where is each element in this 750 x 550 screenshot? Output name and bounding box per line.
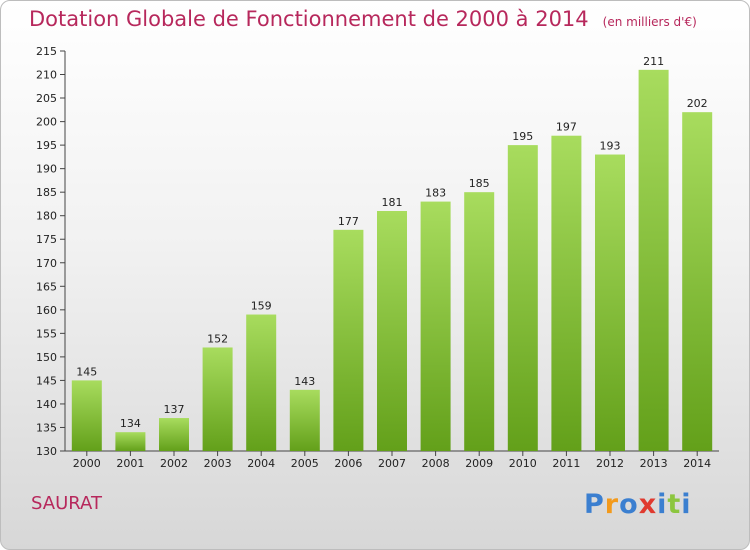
bar-2002	[159, 418, 189, 451]
value-label-2010: 195	[512, 130, 533, 143]
y-tick-label: 130	[36, 445, 57, 458]
y-tick-label: 210	[36, 69, 57, 82]
value-label-2009: 185	[469, 177, 490, 190]
value-label-2004: 159	[251, 300, 272, 313]
y-tick-label: 215	[36, 45, 57, 58]
y-tick-label: 190	[36, 163, 57, 176]
value-label-2013: 211	[643, 55, 664, 68]
y-tick-label: 150	[36, 351, 57, 364]
bar-2001	[115, 432, 146, 451]
x-tick-label: 2007	[378, 457, 406, 470]
value-label-2002: 137	[164, 403, 185, 416]
logo-letter: r	[604, 489, 620, 520]
y-tick-label: 135	[36, 421, 57, 434]
x-tick-label: 2006	[334, 457, 362, 470]
x-tick-label: 2002	[160, 457, 188, 470]
bar-2011	[551, 135, 582, 452]
value-label-2012: 193	[600, 140, 621, 153]
y-tick-label: 175	[36, 233, 57, 246]
x-tick-label: 2008	[422, 457, 450, 470]
x-tick-label: 2009	[465, 457, 493, 470]
bar-2006	[333, 229, 364, 451]
logo-letter: P	[584, 489, 605, 520]
bar-2014	[682, 112, 713, 452]
bar-2000	[71, 380, 102, 451]
value-label-2007: 181	[382, 196, 403, 209]
x-tick-label: 2003	[204, 457, 232, 470]
bar-2009	[464, 192, 495, 452]
bar-2010	[507, 145, 538, 451]
x-tick-label: 2000	[73, 457, 101, 470]
y-tick-label: 185	[36, 186, 57, 199]
chart-title: Dotation Globale de Fonctionnement de 20…	[29, 7, 697, 31]
y-tick-label: 205	[36, 92, 57, 105]
logo-letter: i	[657, 489, 668, 520]
bar-2007	[377, 211, 407, 451]
bar-2004	[246, 314, 277, 451]
value-label-2000: 145	[76, 365, 97, 378]
bar-2008	[420, 201, 451, 451]
y-tick-label: 195	[36, 139, 57, 152]
unit-label: (en milliers d'€)	[602, 15, 697, 29]
logo-letter: i	[681, 489, 692, 520]
y-tick-label: 200	[36, 116, 57, 129]
value-label-2008: 183	[425, 187, 446, 200]
value-label-2006: 177	[338, 215, 359, 228]
y-tick-label: 180	[36, 210, 57, 223]
value-label-2014: 202	[687, 97, 708, 110]
commune-name: SAURAT	[31, 493, 102, 514]
bar-2013	[638, 69, 669, 451]
x-tick-label: 2004	[247, 457, 275, 470]
y-tick-label: 170	[36, 257, 57, 270]
bar-2012	[595, 154, 625, 451]
y-tick-label: 165	[36, 280, 57, 293]
x-tick-label: 2014	[683, 457, 711, 470]
x-tick-label: 2011	[552, 457, 580, 470]
logo-letter: t	[667, 489, 682, 520]
x-tick-label: 2001	[116, 457, 144, 470]
y-tick-label: 145	[36, 374, 57, 387]
value-label-2011: 197	[556, 121, 577, 134]
bar-2003	[202, 347, 233, 451]
value-label-2005: 143	[294, 375, 315, 388]
y-tick-label: 155	[36, 327, 57, 340]
x-tick-label: 2005	[291, 457, 319, 470]
proxiti-logo: Proxiti	[584, 489, 692, 520]
value-label-2003: 152	[207, 332, 228, 345]
logo-letter: x	[638, 489, 658, 520]
x-tick-label: 2010	[509, 457, 537, 470]
value-label-2001: 134	[120, 417, 141, 430]
y-tick-label: 160	[36, 304, 57, 317]
x-tick-label: 2013	[640, 457, 668, 470]
logo-letter: o	[619, 489, 639, 520]
title-text: Dotation Globale de Fonctionnement de 20…	[29, 7, 589, 31]
x-tick-label: 2012	[596, 457, 624, 470]
bar-2005	[289, 389, 320, 451]
y-tick-label: 140	[36, 398, 57, 411]
